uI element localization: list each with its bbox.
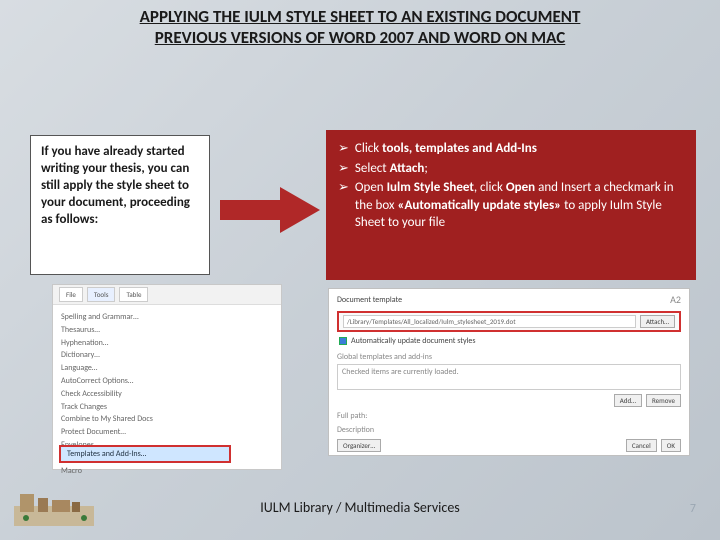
description-label: Description — [337, 425, 681, 435]
footer-text: IULM Library / Multimedia Services — [0, 499, 720, 516]
bullet-icon: ➢ — [338, 179, 349, 232]
menu-item: Spelling and Grammar… — [61, 311, 273, 324]
dialog-header: Document template — [337, 295, 681, 305]
bullet-icon: ➢ — [338, 140, 349, 158]
menu-item: AutoCorrect Options… — [61, 375, 273, 388]
arrow-icon — [220, 185, 320, 235]
step-3: ➢ Open Iulm Style Sheet, click Open and … — [338, 179, 684, 232]
word-tools-menu-screenshot: File Tools Table Spelling and Grammar… T… — [52, 284, 282, 470]
ribbon-tabs: File Tools Table — [53, 285, 281, 305]
bullet-icon: ➢ — [338, 160, 349, 178]
slide: APPLYING THE IULM STYLE SHEET TO AN EXIS… — [0, 0, 720, 540]
step-text: Open Iulm Style Sheet, click Open and In… — [355, 179, 684, 232]
templates-addins-highlight: Templates and Add-Ins… — [59, 445, 231, 463]
tab-file: File — [59, 287, 83, 302]
tab-table: Table — [119, 287, 148, 302]
auto-update-checkbox-row: Automatically update document styles — [339, 336, 681, 346]
steps-box: ➢ Click tools, templates and Add-Ins ➢ S… — [326, 130, 696, 280]
title-line2: PREVIOUS VERSIONS OF WORD 2007 AND WORD … — [60, 27, 660, 48]
menu-item: Hyphenation… — [61, 337, 273, 350]
menu-item: Track Changes — [61, 401, 273, 414]
intro-text: If you have already started writing your… — [41, 144, 190, 227]
global-templates-label: Global templates and add-ins — [337, 352, 681, 362]
attach-button: Attach… — [640, 315, 675, 328]
checkbox-icon — [339, 337, 347, 345]
tab-tools: Tools — [87, 287, 116, 302]
menu-item: Macro — [61, 465, 273, 478]
title-line1: APPLYING THE IULM STYLE SHEET TO AN EXIS… — [60, 6, 660, 27]
step-text: Click tools, templates and Add-Ins — [355, 140, 537, 158]
checkbox-label: Automatically update document styles — [351, 336, 476, 346]
menu-item: Check Accessibility — [61, 388, 273, 401]
page-number: 7 — [690, 502, 696, 516]
addins-listbox: Checked items are currently loaded. — [337, 364, 681, 390]
template-path-row: /Library/Templates/All_localized/Iulm_st… — [337, 311, 681, 332]
corner-label: A2 — [670, 293, 681, 306]
add-button: Add… — [614, 394, 642, 407]
dialog-button-row: Organizer… Cancel OK — [337, 439, 681, 452]
template-path-input: /Library/Templates/All_localized/Iulm_st… — [343, 315, 636, 328]
templates-dialog-screenshot: A2 Document template /Library/Templates/… — [328, 288, 690, 456]
step-2: ➢ Select Attach; — [338, 160, 684, 178]
menu-item: Dictionary… — [61, 349, 273, 362]
cancel-button: Cancel — [626, 439, 657, 452]
menu-item: Language… — [61, 362, 273, 375]
slide-title: APPLYING THE IULM STYLE SHEET TO AN EXIS… — [60, 6, 660, 49]
full-path-label: Full path: — [337, 411, 681, 421]
step-text: Select Attach; — [355, 160, 428, 178]
menu-item: Combine to My Shared Docs — [61, 413, 273, 426]
organizer-button: Organizer… — [337, 439, 381, 452]
menu-item: Protect Document… — [61, 426, 273, 439]
intro-box: If you have already started writing your… — [30, 135, 210, 275]
menu-item: Thesaurus… — [61, 324, 273, 337]
step-1: ➢ Click tools, templates and Add-Ins — [338, 140, 684, 158]
remove-button: Remove — [646, 394, 681, 407]
ok-button: OK — [661, 439, 681, 452]
